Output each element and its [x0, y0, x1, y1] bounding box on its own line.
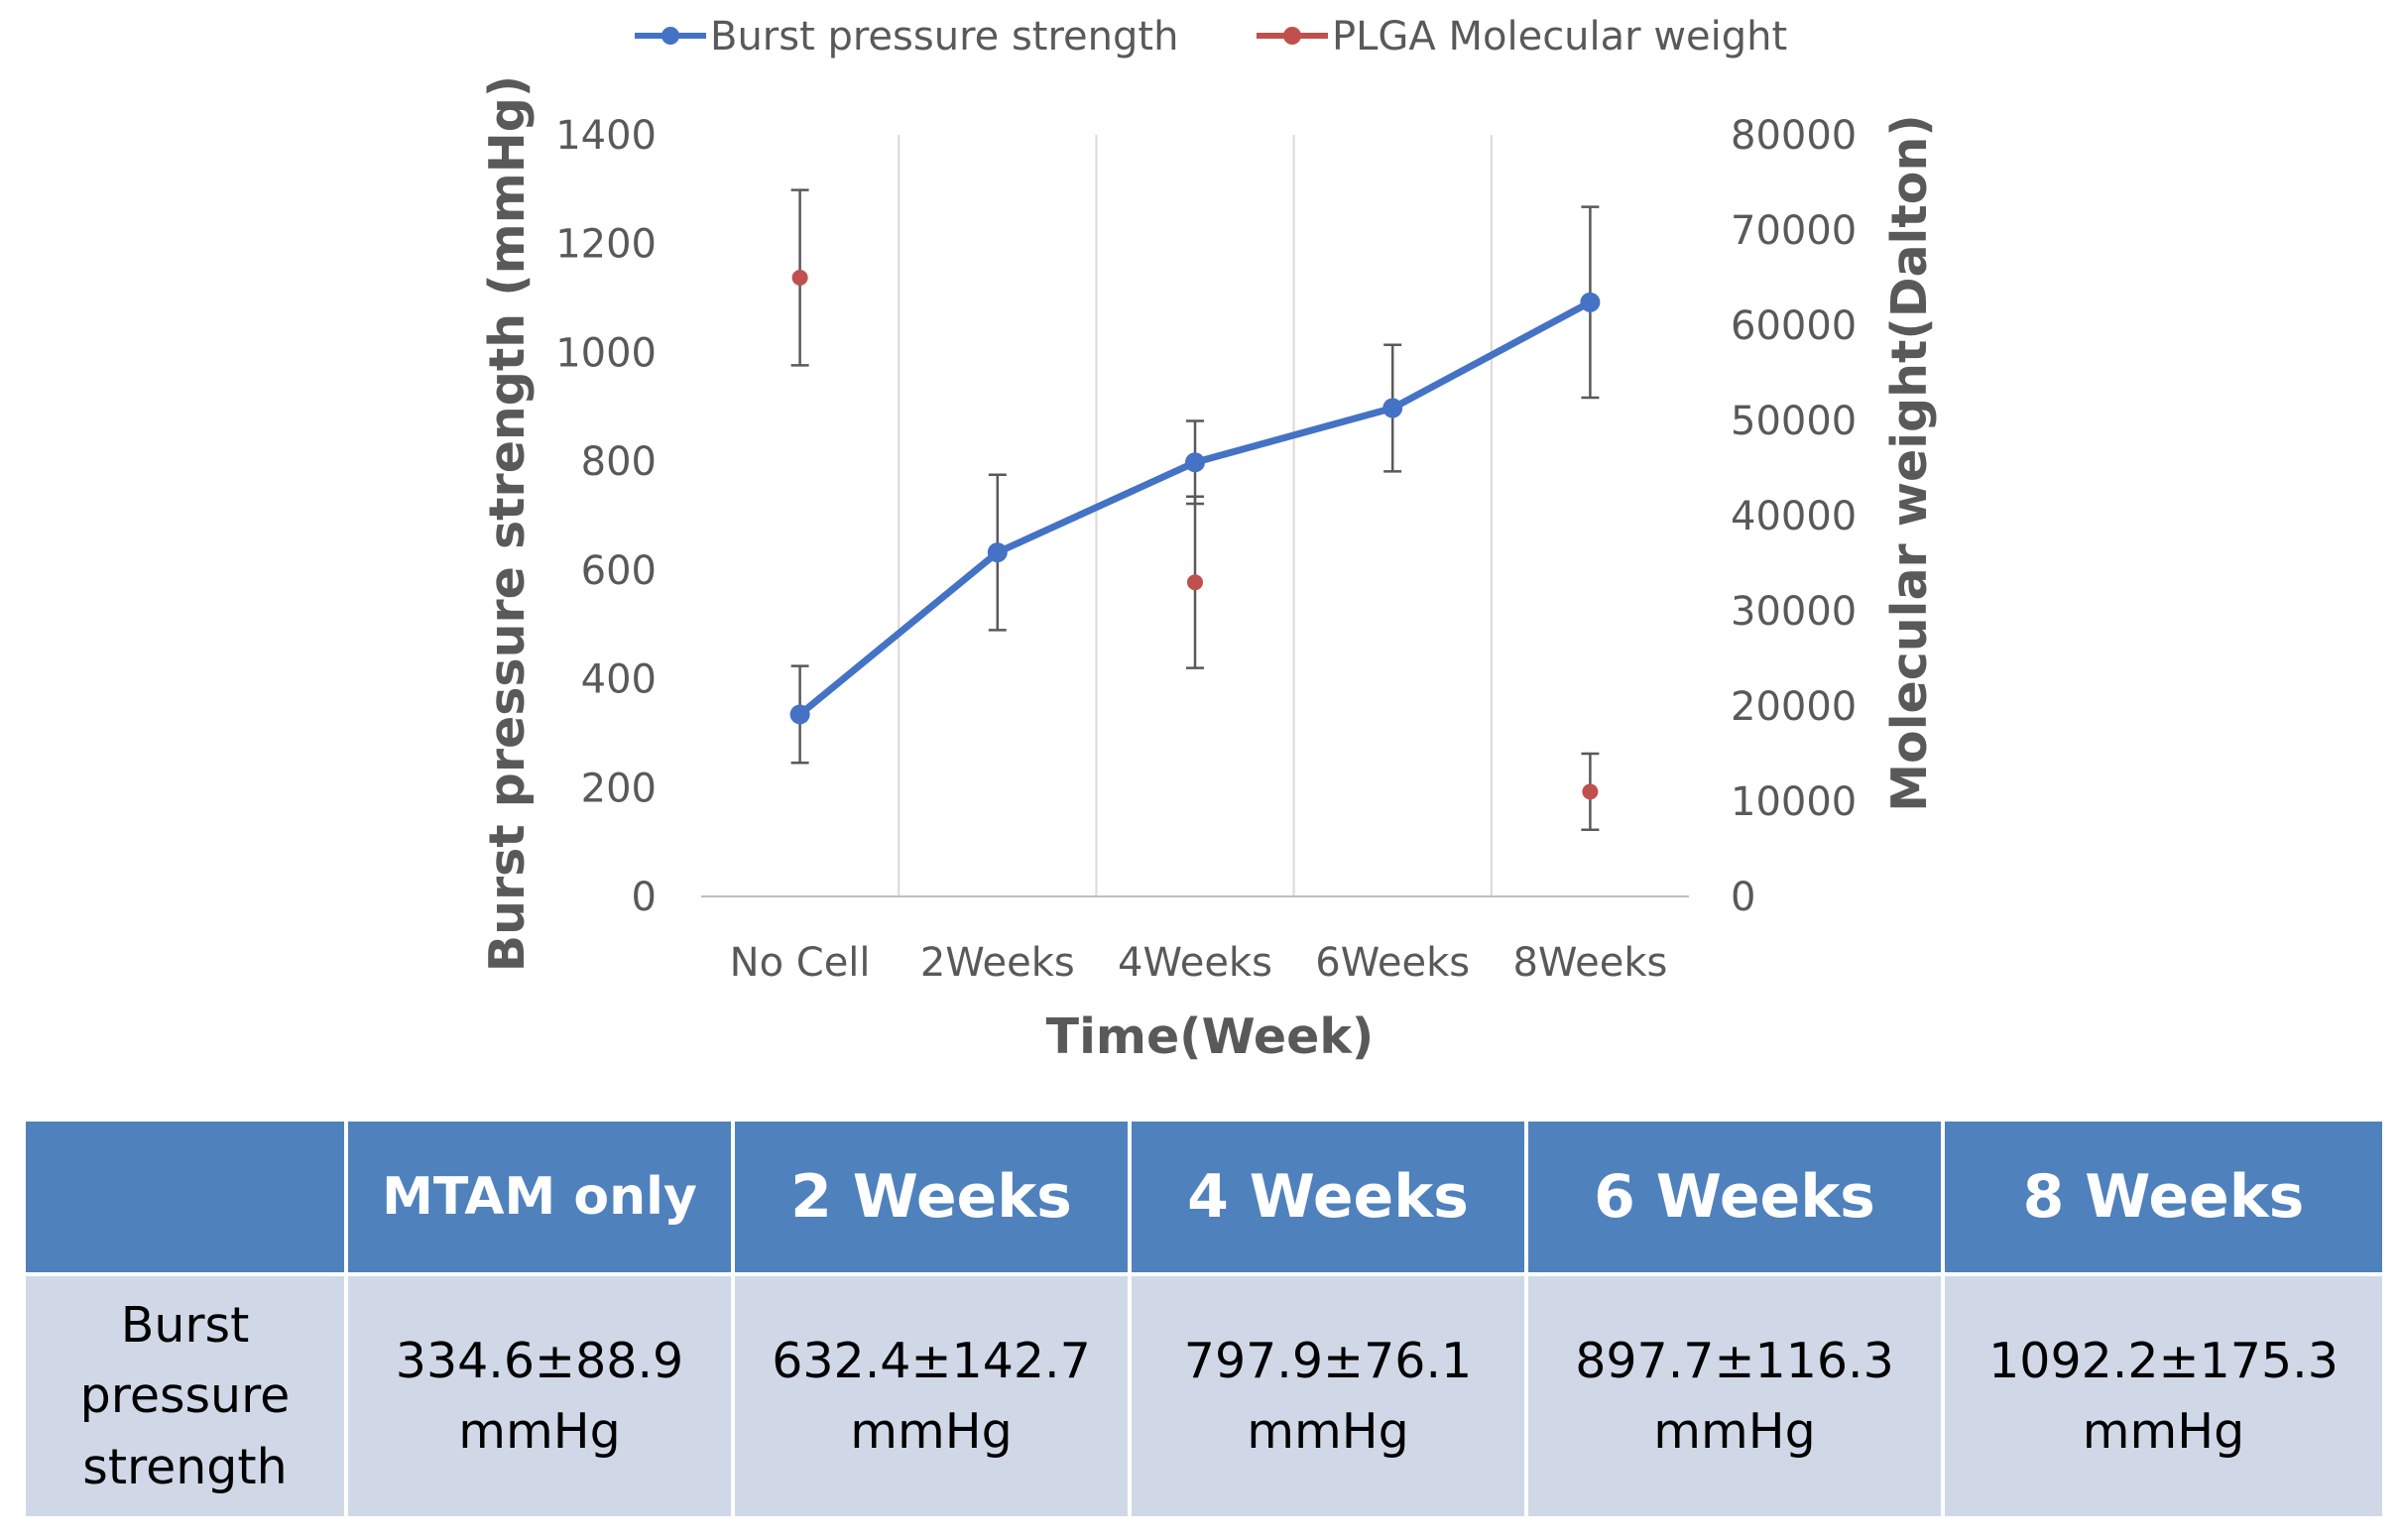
- x-tick-label: 8Weeks: [1512, 940, 1667, 986]
- x-tick-label: 6Weeks: [1315, 940, 1470, 986]
- table-cell-4-weeks: 797.9±76.1 mmHg: [1128, 1272, 1528, 1520]
- cell-value: 1092.2±175.3: [1988, 1332, 2339, 1389]
- y2-tick-label: 50000: [1731, 399, 1857, 444]
- table-cell-2-weeks: 632.4±142.7 mmHg: [731, 1272, 1132, 1520]
- data-point-series-1: [1187, 574, 1203, 591]
- table-header-8-weeks: 8 Weeks: [1941, 1118, 2386, 1276]
- y-tick-label: 0: [632, 875, 657, 920]
- table-cell-6-weeks: 897.7±116.3 mmHg: [1524, 1272, 1945, 1520]
- table-row-label: Burst pressure strength: [22, 1272, 348, 1520]
- cell-value: 897.7±116.3: [1575, 1332, 1894, 1389]
- y-tick-label: 1200: [555, 222, 657, 268]
- table-header-corner: [22, 1118, 348, 1276]
- y2-tick-label: 10000: [1731, 779, 1857, 825]
- y-tick-label: 200: [581, 766, 657, 811]
- cell-unit: mmHg: [850, 1403, 1013, 1460]
- data-point-series-0: [1580, 292, 1601, 312]
- table-header-4-weeks: 4 Weeks: [1128, 1118, 1528, 1276]
- y-tick-label: 600: [581, 548, 657, 594]
- legend-label-burst: Burst pressure strength: [710, 14, 1178, 59]
- y2-axis-ticks: 0 10000 20000 30000 40000 50000 60000 70000 8000…: [1731, 113, 1857, 920]
- y2-tick-label: 80000: [1731, 113, 1857, 159]
- y2-tick-label: 60000: [1731, 303, 1857, 349]
- y2-tick-label: 30000: [1731, 589, 1857, 635]
- y2-tick-label: 20000: [1731, 684, 1857, 730]
- cell-value: 632.4±142.7: [772, 1332, 1091, 1389]
- y2-tick-label: 40000: [1731, 494, 1857, 539]
- results-table: MTAM only 2 Weeks 4 Weeks 6 Weeks 8 Week…: [22, 1118, 2386, 1520]
- cell-unit: mmHg: [1247, 1403, 1409, 1460]
- cell-unit: mmHg: [458, 1403, 621, 1460]
- y2-tick-label: 0: [1731, 875, 1755, 920]
- data-point-series-0: [1185, 452, 1205, 473]
- table-header-6-weeks: 6 Weeks: [1524, 1118, 1945, 1276]
- row-label-line-2: pressure: [79, 1367, 291, 1425]
- gridlines: [898, 135, 1493, 896]
- table-header-row: MTAM only 2 Weeks 4 Weeks 6 Weeks 8 Week…: [22, 1118, 2386, 1276]
- data-point-series-1: [1582, 783, 1599, 800]
- table-row: Burst pressure strength 334.6±88.9 mmHg …: [22, 1272, 2386, 1520]
- chart: Burst pressure strength PLGA Molecular w…: [479, 14, 1938, 1065]
- x-tick-label: No Cell: [730, 940, 871, 986]
- data-point-series-0: [987, 542, 1008, 563]
- table-cell-8-weeks: 1092.2±175.3 mmHg: [1941, 1272, 2386, 1520]
- cell-unit: mmHg: [2082, 1403, 2245, 1460]
- legend-marker-plga: [1283, 27, 1301, 45]
- y2-axis-title: Molecular weight(Dalton): [1881, 114, 1938, 811]
- x-tick-label: 2Weeks: [920, 940, 1075, 986]
- y-tick-label: 400: [581, 657, 657, 703]
- series: [789, 188, 1601, 832]
- cell-value: 334.6±88.9: [395, 1332, 684, 1389]
- table-header-2-weeks: 2 Weeks: [731, 1118, 1132, 1276]
- y-tick-label: 1000: [555, 330, 657, 376]
- data-point-series-0: [1382, 398, 1403, 418]
- y-tick-label: 800: [581, 439, 657, 485]
- legend-marker-burst: [661, 27, 679, 45]
- row-label-line-3: strength: [82, 1438, 288, 1495]
- x-tick-label: 4Weeks: [1118, 940, 1272, 986]
- row-label-line-1: Burst: [120, 1297, 250, 1355]
- cell-value: 797.9±76.1: [1183, 1332, 1473, 1389]
- x-axis-ticks: No Cell 2Weeks 4Weeks 6Weeks 8Weeks: [730, 940, 1668, 986]
- y-axis-title: Burst pressure strength (mmHg): [479, 75, 536, 973]
- y-tick-label: 1400: [555, 113, 657, 159]
- legend-label-plga: PLGA Molecular weight: [1332, 14, 1787, 59]
- y2-tick-label: 70000: [1731, 208, 1857, 254]
- table-cell-mtam-only: 334.6±88.9 mmHg: [344, 1272, 735, 1520]
- data-point-series-1: [791, 270, 808, 286]
- data-point-series-0: [789, 704, 810, 725]
- table-header-mtam-only: MTAM only: [344, 1118, 735, 1276]
- legend: Burst pressure strength PLGA Molecular w…: [635, 14, 1787, 59]
- x-axis-title: Time(Week): [1046, 1008, 1375, 1065]
- cell-unit: mmHg: [1653, 1403, 1816, 1460]
- y-axis-ticks: 0 200 400 600 800 1000 1200 1400: [555, 113, 657, 920]
